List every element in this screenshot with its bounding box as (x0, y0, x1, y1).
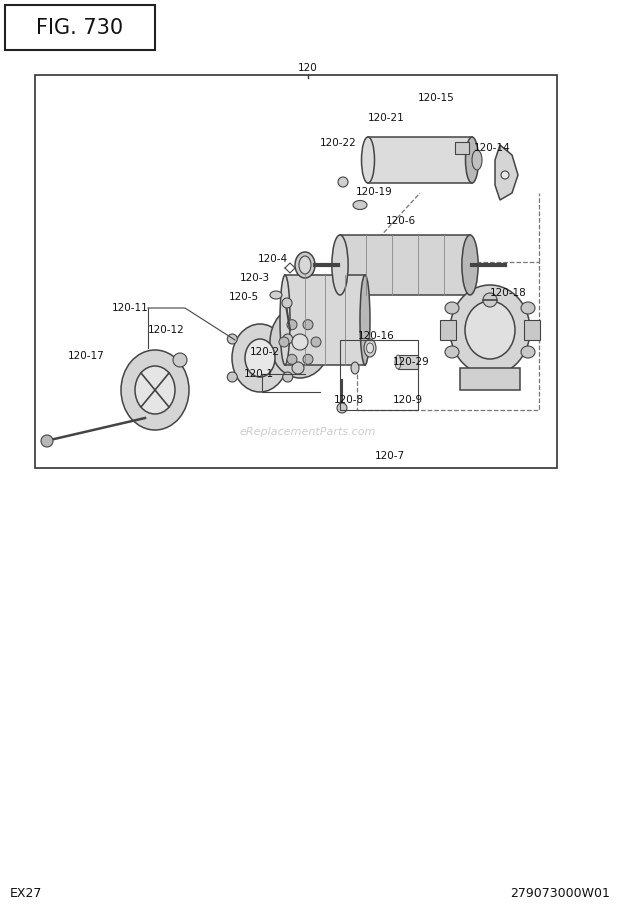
Text: 120-14: 120-14 (474, 143, 511, 153)
Bar (340, 340, 418, 410)
Bar (5, 5, 155, 50)
Text: 120-4: 120-4 (258, 254, 288, 264)
Bar (35, 75, 557, 468)
Bar (460, 368, 520, 390)
Ellipse shape (270, 291, 282, 299)
Polygon shape (495, 145, 518, 200)
Bar (455, 142, 469, 154)
Bar (368, 137, 472, 183)
Bar (340, 235, 470, 295)
Circle shape (303, 320, 313, 330)
Text: 120-3: 120-3 (240, 273, 270, 283)
Circle shape (173, 353, 187, 367)
Circle shape (287, 320, 297, 330)
Text: 120-29: 120-29 (393, 357, 430, 367)
Ellipse shape (295, 252, 315, 278)
Ellipse shape (232, 324, 288, 392)
Ellipse shape (245, 339, 275, 377)
Ellipse shape (121, 350, 189, 430)
Ellipse shape (228, 372, 237, 382)
Ellipse shape (332, 235, 348, 295)
Text: 120-12: 120-12 (148, 325, 185, 335)
Circle shape (41, 435, 53, 447)
Text: 120-17: 120-17 (68, 351, 105, 361)
Circle shape (287, 354, 297, 365)
Bar (357, 262, 539, 410)
Text: 120-16: 120-16 (358, 331, 395, 341)
Text: 120-5: 120-5 (229, 292, 259, 302)
Circle shape (292, 362, 304, 374)
Ellipse shape (135, 366, 175, 414)
Text: EX27: EX27 (10, 887, 42, 900)
Bar (440, 320, 456, 340)
Ellipse shape (283, 372, 293, 382)
Ellipse shape (465, 301, 515, 359)
Text: 120-18: 120-18 (490, 288, 527, 298)
Text: 120-11: 120-11 (112, 303, 149, 313)
Ellipse shape (521, 302, 535, 314)
Text: 120-7: 120-7 (375, 451, 405, 461)
Ellipse shape (445, 302, 459, 314)
Text: 120: 120 (298, 63, 318, 73)
Ellipse shape (353, 201, 367, 210)
Text: 120-1: 120-1 (244, 369, 274, 379)
Ellipse shape (351, 362, 359, 374)
Ellipse shape (338, 177, 348, 187)
Ellipse shape (360, 275, 370, 365)
Ellipse shape (299, 256, 311, 274)
Text: 120-6: 120-6 (386, 216, 416, 226)
Ellipse shape (450, 285, 530, 375)
Ellipse shape (270, 306, 330, 378)
Ellipse shape (283, 334, 293, 344)
Bar (285, 275, 365, 365)
Text: 279073000W01: 279073000W01 (510, 887, 610, 900)
Ellipse shape (364, 339, 376, 357)
Circle shape (501, 171, 509, 179)
Circle shape (303, 354, 313, 365)
Text: 120-9: 120-9 (393, 395, 423, 405)
Bar (398, 355, 418, 369)
Ellipse shape (445, 346, 459, 358)
Circle shape (292, 334, 308, 350)
Text: 120-15: 120-15 (418, 93, 454, 103)
Text: 120-21: 120-21 (368, 113, 405, 123)
Circle shape (282, 298, 292, 308)
Text: eReplacementParts.com: eReplacementParts.com (240, 427, 376, 437)
Text: 120-2: 120-2 (250, 347, 280, 357)
Circle shape (311, 337, 321, 347)
Text: FIG. 730: FIG. 730 (37, 17, 123, 38)
Ellipse shape (228, 334, 237, 344)
Ellipse shape (395, 355, 401, 369)
Circle shape (337, 403, 347, 413)
Ellipse shape (472, 150, 482, 170)
Ellipse shape (521, 346, 535, 358)
Circle shape (279, 337, 289, 347)
Ellipse shape (366, 343, 373, 353)
Ellipse shape (280, 275, 290, 365)
Text: 120-19: 120-19 (356, 187, 392, 197)
Ellipse shape (466, 137, 479, 183)
Text: 120-8: 120-8 (334, 395, 364, 405)
Circle shape (483, 293, 497, 307)
Text: 120-22: 120-22 (320, 138, 356, 148)
Ellipse shape (462, 235, 478, 295)
Ellipse shape (361, 137, 374, 183)
Bar (524, 320, 540, 340)
